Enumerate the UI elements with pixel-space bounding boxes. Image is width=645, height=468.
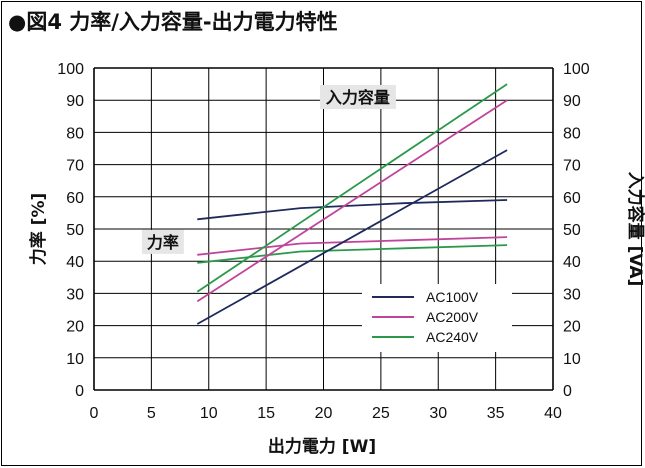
x-axis-label: 出力電力 [W]	[268, 436, 376, 457]
y-tick-label-right: 30	[563, 286, 581, 303]
y-tick-label-left: 60	[66, 190, 84, 207]
series-line-power-factor-ac100v	[197, 199, 508, 221]
annotation-background	[319, 84, 396, 109]
series-line-input-capacity-ac240v	[196, 83, 508, 293]
y-axis-label-left: 力率 [%]	[28, 193, 49, 266]
x-tick-label: 5	[147, 405, 156, 422]
y-tick-label-left: 100	[57, 61, 84, 78]
y-tick-label-right: 40	[563, 254, 581, 271]
series-line-power-factor-ac200v	[197, 236, 508, 256]
y-tick-label-left: 10	[66, 351, 84, 368]
y-tick-label-right: 60	[563, 190, 581, 207]
y-tick-label-left: 0	[75, 383, 84, 400]
y-tick-label-right: 10	[563, 351, 581, 368]
annotation-label: 力率	[141, 229, 184, 254]
y-tick-label-right: 100	[563, 61, 590, 78]
y-tick-label-right: 20	[563, 319, 581, 336]
x-tick-label: 35	[487, 405, 505, 422]
legend-label: AC240V	[426, 329, 479, 345]
figure-title: ●図4 力率/入力容量-出力電力特性	[8, 10, 338, 34]
series-line-input-capacity-ac100v	[196, 149, 508, 325]
y-tick-label-left: 30	[66, 286, 84, 303]
y-tick-label-right: 50	[563, 222, 581, 239]
annotation-background	[141, 229, 184, 254]
x-tick-label: 15	[257, 405, 275, 422]
y-tick-label-left: 20	[66, 319, 84, 336]
x-tick-label: 20	[315, 405, 333, 422]
x-tick-label: 25	[372, 405, 390, 422]
y-tick-label-right: 90	[563, 93, 581, 110]
x-tick-label: 0	[90, 405, 99, 422]
y-tick-label-right: 70	[563, 158, 581, 175]
y-ticks-left: 0 10 20 30 40 50 60 70 80 90 100	[57, 61, 84, 400]
legend-label: AC200V	[426, 309, 479, 325]
legend-label: AC100V	[426, 289, 479, 305]
y-axis-label-right: 入力容量 [VA]	[625, 172, 645, 287]
series-line-input-capacity-ac200v	[196, 99, 508, 303]
x-tick-label: 10	[200, 405, 218, 422]
y-tick-label-left: 80	[66, 125, 84, 142]
x-ticks: 0 5 10 15 20 25 30 35 40	[90, 405, 562, 422]
y-tick-label-left: 90	[66, 93, 84, 110]
y-tick-label-left: 70	[66, 158, 84, 175]
annotation-text: 力率	[147, 233, 179, 252]
x-tick-label: 30	[429, 405, 447, 422]
y-tick-label-left: 40	[66, 254, 84, 271]
annotation-label: 入力容量	[319, 84, 396, 109]
annotation-text: 入力容量	[326, 88, 390, 107]
y-tick-label-right: 0	[563, 383, 572, 400]
y-ticks-right: 0 10 20 30 40 50 60 70 80 90 100	[563, 61, 590, 400]
y-tick-label-right: 80	[563, 125, 581, 142]
legend: AC100V AC200V AC240V	[362, 284, 512, 352]
x-tick-label: 40	[544, 405, 562, 422]
y-tick-label-left: 50	[66, 222, 84, 239]
series-lines	[196, 83, 508, 325]
